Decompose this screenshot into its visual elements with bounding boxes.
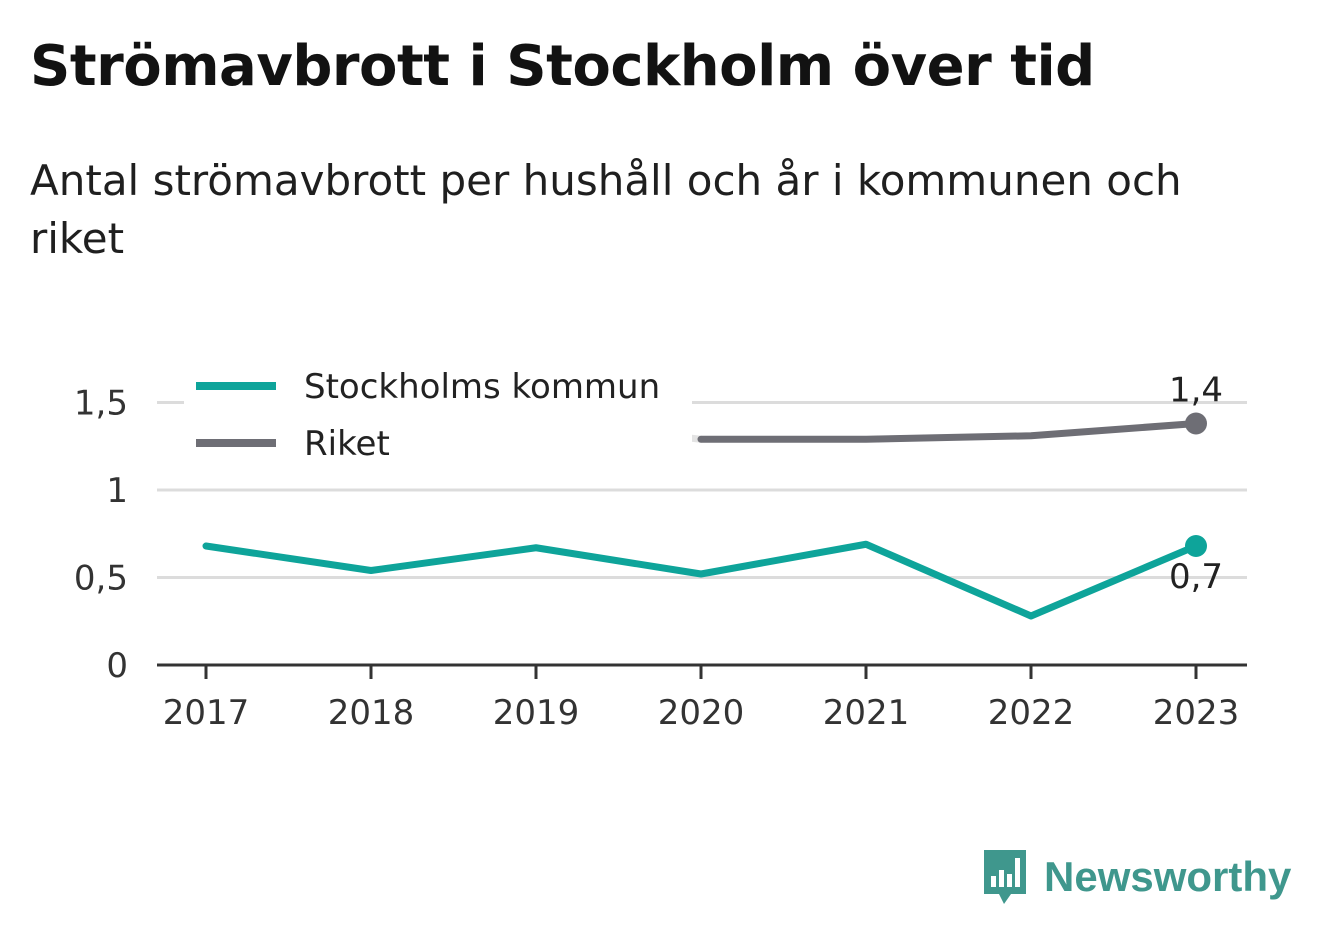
x-tick-label: 2023 [1153, 693, 1240, 733]
y-axis-ticks: 0 0,5 1 1,5 [74, 384, 128, 687]
end-point-riket [1185, 412, 1207, 435]
end-labels: 0,7 1,4 [1169, 371, 1223, 598]
x-tick-label: 2019 [493, 693, 580, 733]
chart-title: Strömavbrott i Stockholm över tid [30, 34, 1095, 99]
brand-logo: Newsworthy [980, 846, 1291, 908]
x-axis: 2017 2018 2019 2020 2021 2022 2023 [157, 663, 1247, 733]
chart-subtitle: Antal strömavbrott per hushåll och år i … [30, 156, 1182, 263]
legend-background [184, 352, 692, 476]
newsworthy-logo-icon [984, 850, 1026, 904]
legend: Stockholms kommun Riket [184, 352, 692, 476]
y-tick-label: 1,5 [74, 384, 128, 424]
data-label: 1,4 [1169, 371, 1223, 411]
x-tick-label: 2017 [163, 693, 250, 733]
y-tick-label: 0,5 [74, 559, 128, 599]
x-tick-label: 2018 [328, 693, 415, 733]
brand-name: Newsworthy [1044, 853, 1292, 900]
data-label: 0,7 [1169, 557, 1223, 597]
end-point-stockholms-kommun [1185, 535, 1207, 557]
y-tick-label: 1 [106, 471, 128, 511]
x-tick-label: 2022 [988, 693, 1075, 733]
legend-label: Riket [304, 424, 390, 464]
x-tick-label: 2021 [823, 693, 910, 733]
series-line-stockholms-kommun [202, 540, 1200, 620]
series-line-riket [697, 420, 1200, 443]
y-tick-label: 0 [106, 646, 128, 686]
legend-label: Stockholms kommun [304, 367, 660, 407]
x-tick-label: 2020 [658, 693, 745, 733]
